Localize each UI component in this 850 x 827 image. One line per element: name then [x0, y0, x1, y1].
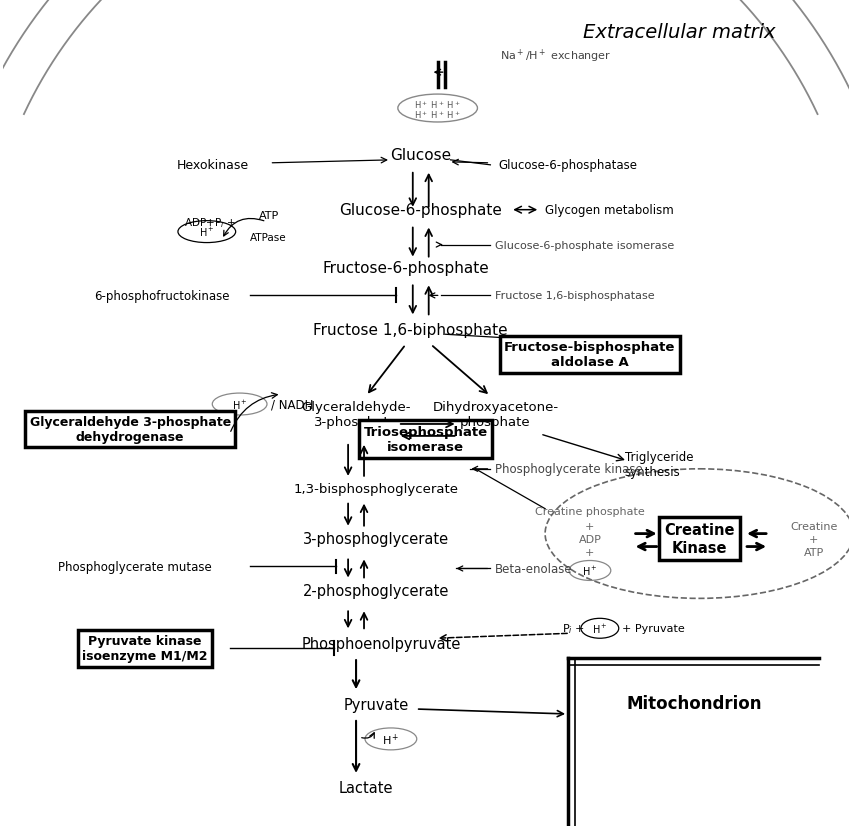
Text: + Pyruvate: + Pyruvate: [621, 624, 684, 633]
Text: Dihydroxyacetone-
phosphate: Dihydroxyacetone- phosphate: [433, 400, 558, 428]
Text: Glucose-6-phosphate: Glucose-6-phosphate: [339, 203, 502, 218]
Text: Phosphoenolpyruvate: Phosphoenolpyruvate: [301, 636, 461, 651]
Text: Glyceraldehyde 3-phosphate
dehydrogenase: Glyceraldehyde 3-phosphate dehydrogenase: [30, 415, 231, 443]
Text: Pyruvate kinase
isoenzyme M1/M2: Pyruvate kinase isoenzyme M1/M2: [82, 634, 208, 662]
Text: Triglyceride
synthesis: Triglyceride synthesis: [625, 450, 694, 478]
Text: 3-phosphoglycerate: 3-phosphoglycerate: [303, 532, 449, 547]
Text: Glucose-6-phosphate isomerase: Glucose-6-phosphate isomerase: [496, 241, 675, 251]
Text: H$^+$: H$^+$: [382, 731, 399, 747]
Text: Creatine phosphate: Creatine phosphate: [535, 506, 645, 516]
Text: +: +: [809, 534, 819, 544]
Text: ATP: ATP: [803, 547, 824, 557]
Text: H$^+$: H$^+$: [232, 398, 247, 411]
Text: +: +: [585, 521, 595, 531]
Text: 6-phosphofructokinase: 6-phosphofructokinase: [94, 289, 230, 303]
Text: ADP+P$_i$ +: ADP+P$_i$ +: [184, 216, 235, 229]
Text: H$^+$: H$^+$: [592, 622, 608, 635]
Text: Na$^+$/H$^+$ exchanger: Na$^+$/H$^+$ exchanger: [501, 47, 612, 65]
Text: P$_i$ +: P$_i$ +: [562, 622, 585, 635]
Text: Fructose 1,6-bisphosphatase: Fructose 1,6-bisphosphatase: [496, 291, 655, 301]
Text: Mitochondrion: Mitochondrion: [626, 694, 762, 712]
Text: Glucose-6-phosphatase: Glucose-6-phosphatase: [498, 159, 638, 172]
Text: Phosphoglycerate mutase: Phosphoglycerate mutase: [58, 561, 212, 573]
Text: Beta-enolase: Beta-enolase: [496, 562, 573, 576]
Text: Creatine: Creatine: [790, 521, 837, 531]
Text: Lactate: Lactate: [339, 781, 394, 796]
Text: H$^+$ H$^+$ H$^+$: H$^+$ H$^+$ H$^+$: [414, 109, 461, 121]
Text: / NADH: / NADH: [271, 398, 314, 411]
Text: Glucose: Glucose: [390, 148, 451, 163]
Text: Glycogen metabolism: Glycogen metabolism: [545, 204, 674, 217]
Text: Hexokinase: Hexokinase: [177, 159, 249, 172]
Text: Fructose-bisphosphate
aldolase A: Fructose-bisphosphate aldolase A: [504, 341, 676, 369]
Text: Triosephosphate
isomerase: Triosephosphate isomerase: [364, 425, 488, 453]
Text: ATPase: ATPase: [250, 232, 286, 242]
Text: +: +: [585, 547, 595, 557]
Text: Pyruvate: Pyruvate: [343, 696, 409, 712]
Text: ADP: ADP: [579, 534, 601, 544]
Text: H$^+$ H$^+$ H$^+$: H$^+$ H$^+$ H$^+$: [414, 99, 461, 111]
Text: Creatine
Kinase: Creatine Kinase: [664, 523, 734, 555]
Text: H$^+$: H$^+$: [199, 226, 214, 239]
Text: Fructose 1,6-biphosphate: Fructose 1,6-biphosphate: [314, 323, 508, 337]
Text: 1,3-bisphosphoglycerate: 1,3-bisphosphoglycerate: [293, 483, 458, 495]
Text: H$^+$: H$^+$: [582, 564, 598, 577]
Text: 2-phosphoglycerate: 2-phosphoglycerate: [303, 583, 449, 598]
Text: Extracellular matrix: Extracellular matrix: [583, 23, 776, 42]
Text: ATP: ATP: [259, 210, 280, 221]
Text: Glyceraldehyde-
3-phosphate: Glyceraldehyde- 3-phosphate: [301, 400, 411, 428]
Text: Phosphoglycerate kinase: Phosphoglycerate kinase: [496, 463, 643, 476]
Text: Fructose-6-phosphate: Fructose-6-phosphate: [322, 261, 490, 275]
